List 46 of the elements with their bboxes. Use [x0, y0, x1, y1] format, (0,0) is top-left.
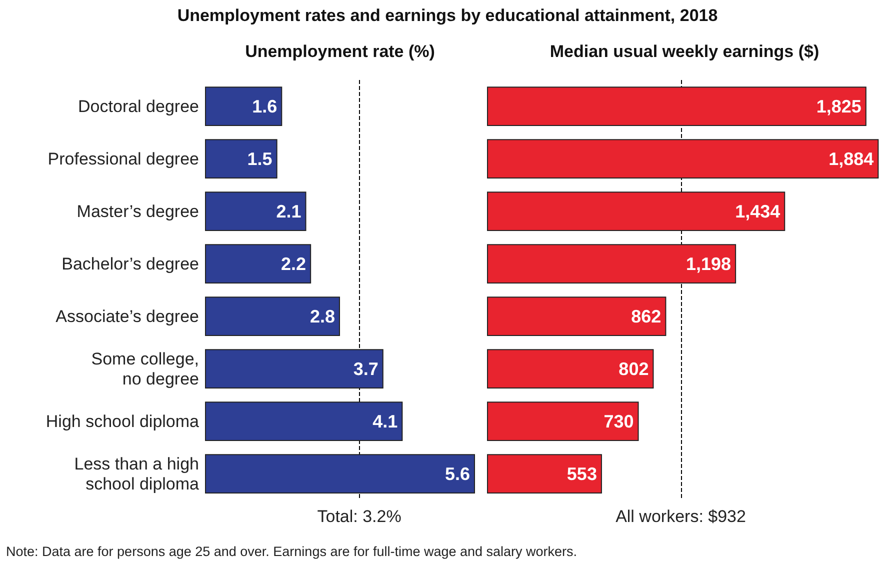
bar: [487, 402, 639, 441]
bar: [205, 86, 282, 126]
data-label: 2.1: [276, 201, 302, 222]
data-label: 2.8: [310, 306, 335, 326]
chart-title: Unemployment rates and earnings by educational attainment, 2018: [176, 6, 719, 26]
data-label: 1,884: [828, 148, 874, 169]
ref-line-label: All workers: $932: [616, 507, 746, 526]
bar: [487, 244, 736, 284]
bar: [205, 349, 384, 388]
y-tick-label: Associate’s degree: [56, 306, 199, 326]
data-label: 1,825: [816, 96, 862, 116]
bar: [487, 192, 786, 231]
bar: [205, 402, 403, 441]
bar: [487, 86, 866, 126]
data-label: 1.6: [252, 96, 278, 116]
bar: [205, 192, 306, 231]
y-tick-label: Some college, no degree: [91, 349, 199, 388]
data-label: 3.7: [353, 358, 378, 379]
data-label: 1,198: [686, 254, 732, 274]
data-label: 553: [566, 464, 597, 484]
bar: [487, 349, 654, 388]
bar: [487, 296, 666, 336]
bar: [487, 454, 602, 494]
bar: [487, 139, 879, 178]
bar: [205, 454, 475, 494]
data-label: 730: [604, 411, 634, 432]
chart-title: Median usual weekly earnings ($): [548, 42, 820, 62]
y-tick-label: Bachelor’s degree: [62, 254, 199, 274]
y-tick-label: Master’s degree: [76, 202, 199, 221]
bar: [205, 139, 278, 178]
ref-line-label: Total: 3.2%: [317, 507, 402, 526]
data-label: 1,434: [735, 201, 780, 222]
y-tick-label: Less than a high school diploma: [74, 454, 200, 494]
y-tick-label: High school diploma: [46, 412, 200, 431]
chart-subtitle: Unemployment rate (%): [244, 42, 436, 62]
bar: [205, 296, 340, 336]
data-label: 4.1: [372, 411, 398, 432]
data-label: 1.5: [247, 148, 272, 169]
data-label: 802: [618, 358, 649, 379]
data-label: 2.2: [281, 254, 306, 274]
bar: [205, 244, 312, 284]
y-tick-label: Doctoral degree: [78, 96, 199, 116]
data-label: 862: [631, 306, 662, 326]
text: Note: Data are for persons age 25 and over. Earnings are for full-time wage and salary workers.: [6, 544, 578, 559]
data-label: 5.6: [444, 464, 470, 484]
y-tick-label: Professional degree: [48, 149, 199, 168]
